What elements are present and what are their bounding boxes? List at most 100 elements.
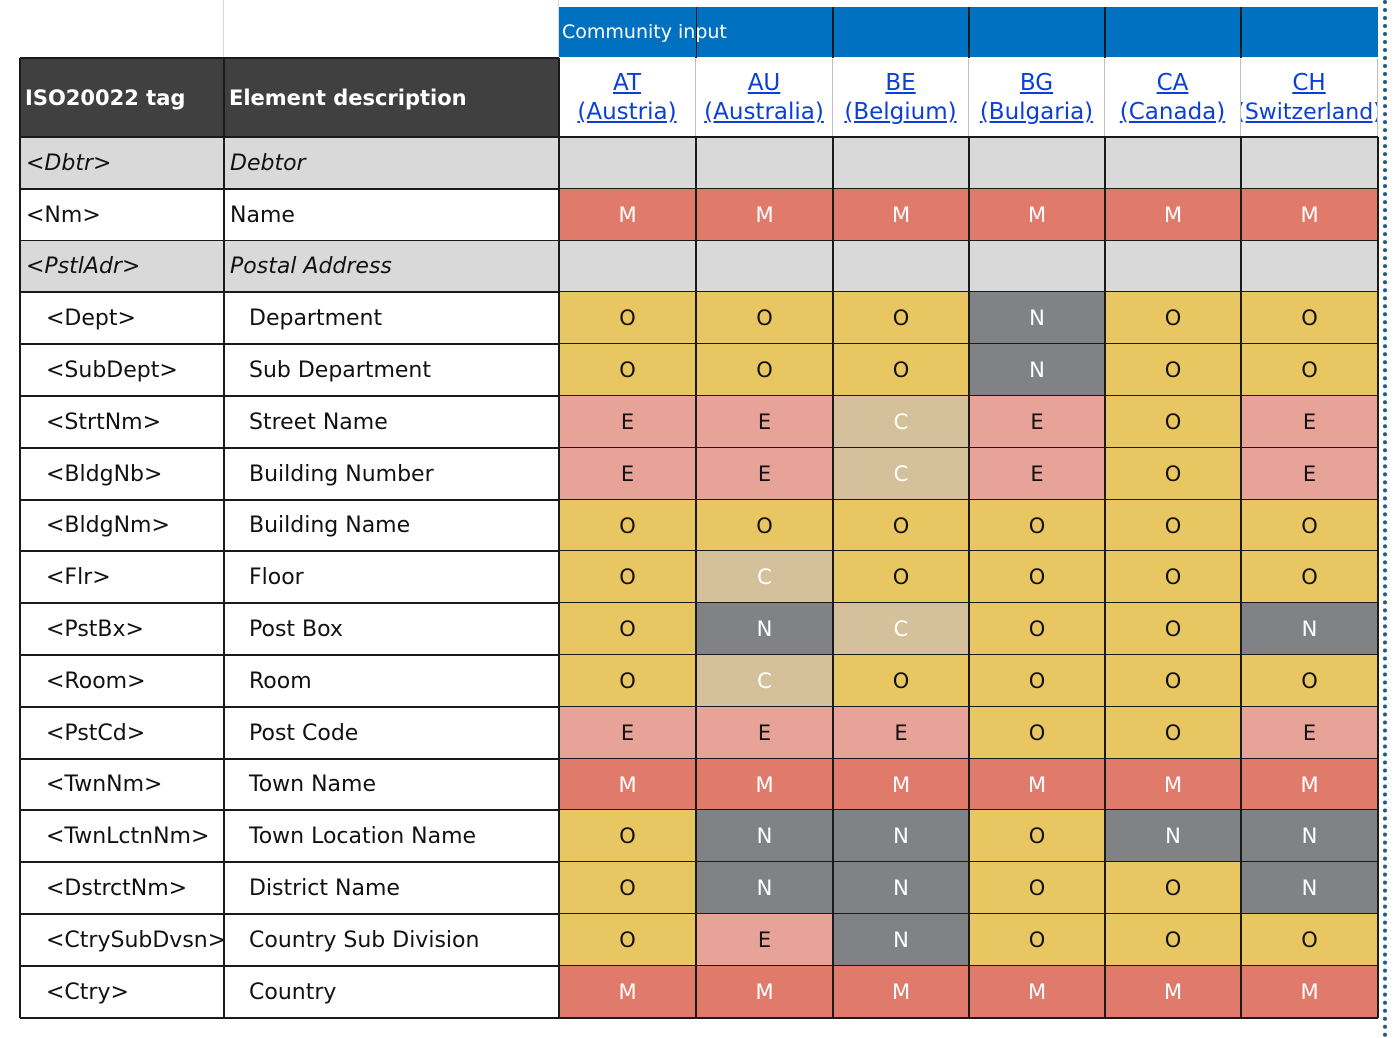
value-cell-au[interactable]: O [696, 292, 833, 344]
value-cell-ca[interactable]: O [1105, 396, 1241, 448]
row-tag-cell[interactable]: <StrtNm> [46, 409, 162, 435]
value-cell-au[interactable]: E [696, 448, 833, 500]
value-cell-ch[interactable] [1241, 137, 1378, 189]
value-cell-at[interactable]: O [559, 292, 696, 344]
value-cell-be[interactable]: N [833, 810, 969, 862]
row-description-cell[interactable]: Building Name [249, 513, 411, 538]
value-cell-at[interactable]: E [559, 707, 696, 759]
row-description-cell[interactable]: District Name [249, 875, 400, 901]
row-description-cell[interactable]: Post Code [249, 720, 359, 746]
value-cell-at[interactable]: M [559, 759, 696, 810]
country-name-link[interactable]: (Belgium) [844, 99, 957, 125]
value-cell-at[interactable]: O [559, 500, 696, 551]
row-tag-cell[interactable]: <Dbtr> [20, 137, 224, 189]
value-cell-ca[interactable]: O [1105, 655, 1241, 707]
row-tag-cell[interactable]: <Flr> [46, 564, 111, 590]
country-code-link[interactable]: AT [613, 70, 641, 96]
value-cell-be[interactable]: E [833, 707, 969, 759]
value-cell-be[interactable]: C [833, 448, 969, 500]
country-code-link[interactable]: CA [1156, 70, 1189, 96]
value-cell-be[interactable] [833, 241, 969, 292]
value-cell-ca[interactable]: O [1105, 551, 1241, 603]
value-cell-ch[interactable]: M [1241, 966, 1378, 1018]
row-description-cell[interactable]: Name [230, 202, 295, 228]
row-description-cell[interactable]: Town Name [249, 772, 376, 797]
country-name-link[interactable]: (Switzerland) [1241, 100, 1378, 125]
community-band-cell[interactable] [696, 7, 833, 57]
value-cell-at[interactable]: E [559, 448, 696, 500]
country-code-link[interactable]: CH [1292, 70, 1326, 96]
value-cell-bg[interactable]: E [969, 448, 1105, 500]
value-cell-at[interactable]: O [559, 655, 696, 707]
value-cell-bg[interactable] [969, 137, 1105, 189]
value-cell-at[interactable]: O [559, 603, 696, 655]
value-cell-be[interactable]: O [833, 292, 969, 344]
country-name-link[interactable]: (Austria) [577, 99, 677, 125]
value-cell-ca[interactable]: O [1105, 707, 1241, 759]
value-cell-bg[interactable]: O [969, 655, 1105, 707]
row-description-cell[interactable]: Room [249, 668, 312, 694]
row-description-cell[interactable]: Department [249, 305, 383, 331]
country-header-bg[interactable]: BG (Bulgaria) [969, 59, 1105, 137]
value-cell-at[interactable] [559, 137, 696, 189]
value-cell-bg[interactable]: N [969, 292, 1105, 344]
value-cell-be[interactable]: O [833, 655, 969, 707]
row-description-cell[interactable]: Postal Address [224, 241, 559, 292]
country-header-at[interactable]: AT (Austria) [559, 59, 696, 137]
value-cell-bg[interactable]: O [969, 707, 1105, 759]
row-description-cell[interactable]: Debtor [224, 137, 559, 189]
row-tag-cell[interactable]: <BldgNb> [46, 461, 163, 487]
value-cell-ca[interactable]: O [1105, 292, 1241, 344]
community-band-cell[interactable] [1241, 7, 1378, 57]
value-cell-ch[interactable]: E [1241, 396, 1378, 448]
row-tag-cell[interactable]: <Ctry> [46, 979, 129, 1005]
value-cell-au[interactable] [696, 137, 833, 189]
value-cell-be[interactable]: O [833, 344, 969, 396]
value-cell-ch[interactable]: E [1241, 707, 1378, 759]
value-cell-bg[interactable] [969, 241, 1105, 292]
value-cell-au[interactable]: M [696, 966, 833, 1018]
value-cell-at[interactable]: O [559, 862, 696, 914]
row-tag-cell[interactable]: <TwnLctnNm> [46, 823, 210, 849]
value-cell-at[interactable]: O [559, 914, 696, 966]
row-tag-cell[interactable]: <SubDept> [46, 357, 178, 383]
value-cell-bg[interactable]: O [969, 914, 1105, 966]
value-cell-ch[interactable]: O [1241, 551, 1378, 603]
value-cell-ca[interactable]: O [1105, 500, 1241, 551]
column-header-tag[interactable]: ISO20022 tag [20, 58, 224, 137]
value-cell-ch[interactable]: O [1241, 292, 1378, 344]
value-cell-ch[interactable]: O [1241, 655, 1378, 707]
value-cell-ch[interactable]: N [1241, 862, 1378, 914]
value-cell-au[interactable]: C [696, 655, 833, 707]
value-cell-bg[interactable]: O [969, 862, 1105, 914]
value-cell-ch[interactable]: N [1241, 603, 1378, 655]
value-cell-au[interactable]: E [696, 396, 833, 448]
value-cell-at[interactable]: O [559, 810, 696, 862]
value-cell-at[interactable]: M [559, 189, 696, 241]
community-input-cell[interactable]: Community input [559, 7, 727, 57]
value-cell-be[interactable]: O [833, 551, 969, 603]
value-cell-bg[interactable]: M [969, 966, 1105, 1018]
value-cell-ca[interactable]: O [1105, 603, 1241, 655]
value-cell-ch[interactable]: O [1241, 914, 1378, 966]
row-description-cell[interactable]: Post Box [249, 616, 343, 642]
value-cell-ch[interactable]: N [1241, 810, 1378, 862]
value-cell-bg[interactable]: O [969, 500, 1105, 551]
row-description-cell[interactable]: Building Number [249, 461, 434, 487]
value-cell-be[interactable]: M [833, 759, 969, 810]
row-tag-cell[interactable]: <BldgNm> [46, 513, 170, 538]
value-cell-bg[interactable]: E [969, 396, 1105, 448]
value-cell-bg[interactable]: N [969, 344, 1105, 396]
value-cell-ca[interactable]: M [1105, 966, 1241, 1018]
community-band-cell[interactable] [1105, 7, 1241, 57]
value-cell-be[interactable] [833, 137, 969, 189]
value-cell-be[interactable]: C [833, 603, 969, 655]
value-cell-be[interactable]: N [833, 914, 969, 966]
value-cell-au[interactable]: N [696, 810, 833, 862]
value-cell-at[interactable]: O [559, 344, 696, 396]
value-cell-bg[interactable]: O [969, 810, 1105, 862]
value-cell-ca[interactable]: O [1105, 862, 1241, 914]
value-cell-be[interactable]: O [833, 500, 969, 551]
value-cell-au[interactable]: C [696, 551, 833, 603]
value-cell-be[interactable]: C [833, 396, 969, 448]
